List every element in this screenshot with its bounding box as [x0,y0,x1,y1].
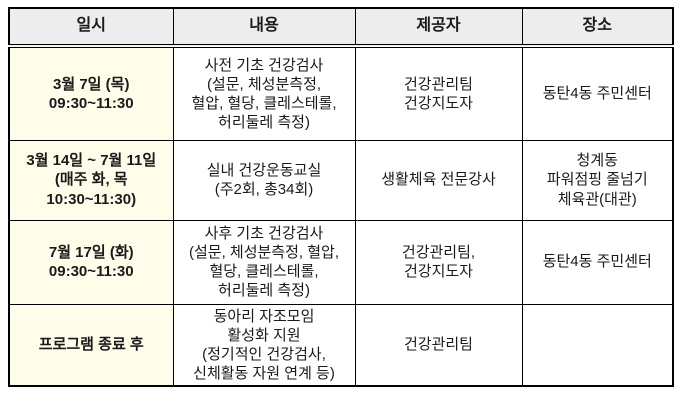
header-date: 일시 [8,7,174,48]
cell-location: 동탄4동 주민센터 [521,219,674,305]
cell-provider: 건강관리팀 [354,303,523,387]
cell-line: 09:30~11:30 [48,263,134,280]
cell-content: 사후 기초 건강검사 (설문, 체성분측정, 혈압, 혈당, 클레스테롤, 허리… [172,219,356,305]
cell-date: 3월 7일 (목) 09:30~11:30 [8,45,174,141]
cell-line: 사전 기초 건강검사 [204,56,324,74]
cell-line: 3월 14일 ~ 7월 11일 [26,152,157,170]
cell-location: 청계동 파워점핑 줄넘기 체육관(대관) [521,139,674,221]
header-provider: 제공자 [354,7,523,48]
cell-line: 10:30~11:30) [46,190,137,208]
cell-line: (매주 화, 목 [54,171,128,189]
cell-line: 실내 건강운동교실 [206,161,322,179]
cell-location [521,303,674,387]
table-row: 3월 14일 ~ 7월 11일 (매주 화, 목 10:30~11:30) 실내… [8,139,674,221]
cell-line: (주2회, 총34회) [214,181,314,198]
cell-line: 혈당, 클레스테롤, [209,263,319,280]
cell-date: 7월 17일 (화) 09:30~11:30 [8,219,174,305]
cell-line: 허리둘레 측정) [218,113,310,131]
cell-content: 실내 건강운동교실 (주2회, 총34회) [172,139,356,221]
cell-content: 동아리 자조모임 활성화 지원 (정기적인 건강검사, 신체활동 자원 연계 등… [172,303,356,387]
cell-provider: 건강관리팀 건강지도자 [354,45,523,141]
cell-line: 건강지도자 [403,263,473,280]
table-row: 프로그램 종료 후 동아리 자조모임 활성화 지원 (정기적인 건강검사, 신체… [8,303,674,387]
cell-line: 동탄4동 주민센터 [542,85,652,103]
cell-line: (정기적인 건강검사, [202,345,326,363]
cell-line: 3월 7일 (목) [53,75,130,93]
cell-line: 동아리 자조모임 [213,307,315,325]
cell-line: (설문, 체성분측정, 혈압, [188,243,340,261]
cell-provider: 건강관리팀, 건강지도자 [354,219,523,305]
cell-line: 7월 17일 (화) [48,243,134,261]
cell-line: 09:30~11:30 [48,94,134,112]
header-content: 내용 [172,7,356,48]
cell-line: 프로그램 종료 후 [38,336,144,354]
cell-line: 건강관리팀 [403,75,473,93]
cell-line: 청계동 [576,152,618,170]
cell-line: 신체활동 자원 연계 등) [193,364,335,382]
cell-line: (설문, 체성분측정, [206,75,322,93]
cell-line: 혈압, 혈당, 클레스테롤, [191,94,337,112]
header-row: 일시 내용 제공자 장소 [8,7,674,48]
cell-line: 사후 기초 건강검사 [204,224,324,242]
cell-line: 동탄4동 주민센터 [542,253,652,271]
cell-line: 건강관리팀, [401,243,476,261]
cell-content: 사전 기초 건강검사 (설문, 체성분측정, 혈압, 혈당, 클레스테롤, 허리… [172,45,356,141]
cell-line: 허리둘레 측정) [218,282,310,300]
cell-provider: 생활체육 전문강사 [354,139,523,221]
cell-line: 생활체육 전문강사 [381,171,496,189]
cell-date: 3월 14일 ~ 7월 11일 (매주 화, 목 10:30~11:30) [8,139,174,221]
header-location: 장소 [521,7,674,48]
cell-line: 활성화 지원 [227,326,301,344]
table-row: 3월 7일 (목) 09:30~11:30 사전 기초 건강검사 (설문, 체성… [8,45,674,141]
program-schedule-table: 일시 내용 제공자 장소 3월 7일 (목) 09:30~11:30 사전 기초… [8,7,674,387]
cell-line: 체육관(대관) [557,190,637,208]
cell-line: 건강관리팀 [403,336,473,354]
cell-date: 프로그램 종료 후 [8,303,174,387]
cell-line: 파워점핑 줄넘기 [546,171,648,189]
cell-location: 동탄4동 주민센터 [521,45,674,141]
cell-line: 건강지도자 [403,94,473,112]
table-row: 7월 17일 (화) 09:30~11:30 사후 기초 건강검사 (설문, 체… [8,219,674,305]
